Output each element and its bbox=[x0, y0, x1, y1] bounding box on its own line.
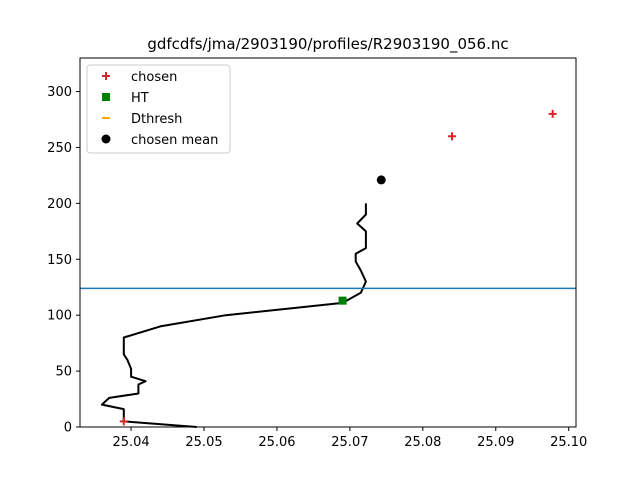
y-tick-label-0: 0 bbox=[64, 421, 72, 436]
legend-marker-3 bbox=[101, 134, 111, 144]
series-0-point-0 bbox=[119, 417, 128, 426]
plot-area bbox=[80, 109, 576, 428]
y-tick-label-3: 150 bbox=[47, 253, 72, 268]
y-tick-label-5: 250 bbox=[47, 141, 72, 156]
series-3-point-0 bbox=[376, 175, 386, 185]
legend-label-2: Dthresh bbox=[131, 112, 182, 127]
x-tick-label-5: 25.09 bbox=[477, 435, 514, 450]
axes: 25.04 25.05 25.06 25.07 25.08 25.09 25.10 0 50 10… bbox=[47, 57, 587, 450]
x-tick-label-3: 25.07 bbox=[331, 435, 368, 450]
y-tick-label-1: 50 bbox=[55, 365, 72, 380]
chart-title: gdfcdfs/jma/2903190/profiles/R2903190_05… bbox=[147, 35, 508, 54]
x-tick-label-4: 25.08 bbox=[404, 435, 441, 450]
legend-label-0: chosen bbox=[131, 70, 177, 85]
legend-marker-0 bbox=[102, 72, 110, 80]
series-0-point-2 bbox=[548, 109, 557, 118]
legend-label-1: HT bbox=[131, 91, 149, 106]
profile-line bbox=[100, 203, 367, 428]
y-tick-label-4: 200 bbox=[47, 197, 72, 212]
series-0-point-1 bbox=[448, 132, 456, 141]
series-1-point-0 bbox=[338, 296, 347, 305]
x-tick-label-6: 25.10 bbox=[550, 435, 587, 450]
legend-marker-1 bbox=[102, 93, 110, 101]
legend: chosen HT Dthresh chosen mean bbox=[86, 64, 231, 154]
legend-label-3: chosen mean bbox=[131, 133, 218, 148]
y-tick-label-2: 100 bbox=[47, 309, 72, 324]
legend-box bbox=[86, 64, 231, 154]
x-tick-label-2: 25.06 bbox=[258, 435, 295, 450]
y-tick-label-6: 300 bbox=[47, 85, 72, 100]
x-tick-label-1: 25.05 bbox=[185, 435, 222, 450]
x-tick-label-0: 25.04 bbox=[112, 435, 149, 450]
plot-frame bbox=[79, 57, 577, 428]
